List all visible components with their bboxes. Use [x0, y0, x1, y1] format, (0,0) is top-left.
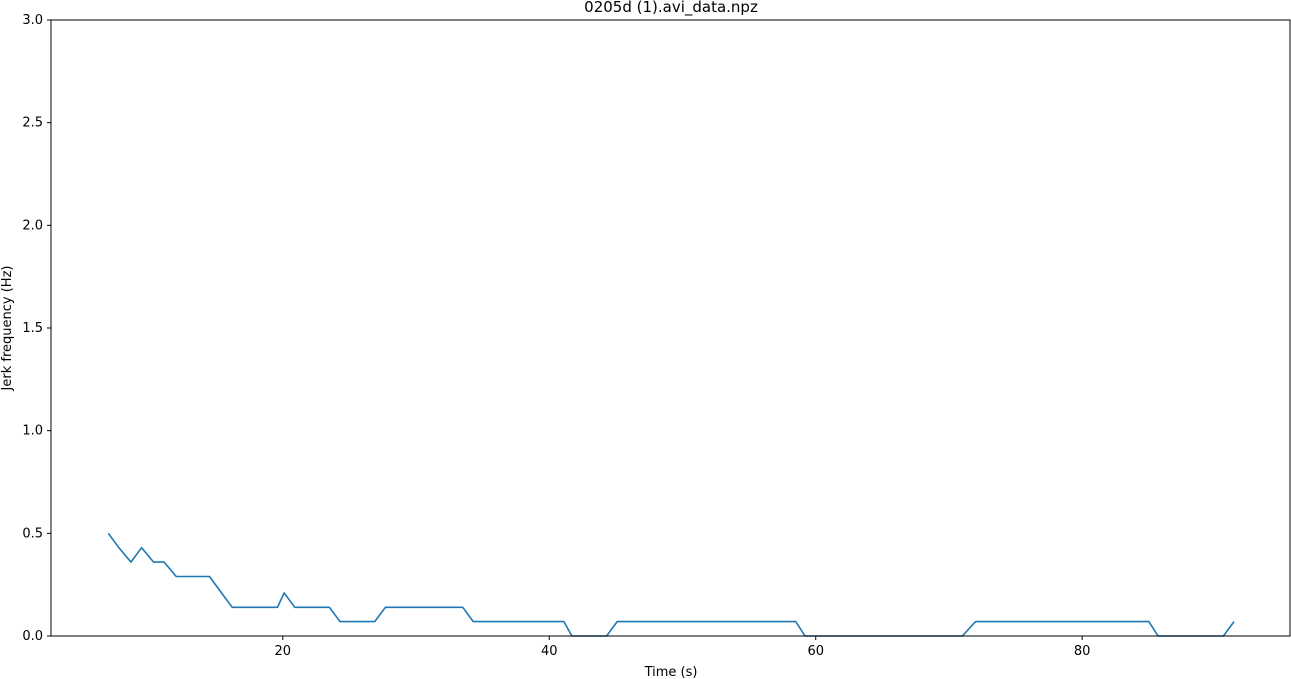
- x-axis-label: Time (s): [644, 665, 698, 679]
- plot-frame: [50, 19, 1291, 637]
- y-tick-label: 0.5: [22, 526, 43, 541]
- chart-title: 0205d (1).avi_data.npz: [584, 0, 758, 17]
- x-axis-ticks: 20 40 60 80: [275, 636, 1091, 659]
- y-tick-label: 3.0: [22, 13, 43, 28]
- y-tick-label: 2.0: [22, 218, 43, 233]
- x-tick-label: 20: [275, 644, 292, 659]
- y-tick-label: 2.5: [22, 116, 43, 131]
- x-tick-label: 60: [807, 644, 824, 659]
- x-tick-label: 40: [541, 644, 558, 659]
- y-tick-label: 1.0: [22, 424, 43, 439]
- x-tick-label: 80: [1074, 644, 1091, 659]
- series-line: [107, 532, 1235, 637]
- y-tick-label: 1.5: [22, 321, 43, 336]
- y-axis-ticks: 0.0 0.5 1.0 1.5 2.0 2.5 3.0: [22, 13, 51, 644]
- y-tick-label: 0.0: [22, 629, 43, 644]
- y-axis-label: Jerk frequency (Hz): [0, 266, 15, 392]
